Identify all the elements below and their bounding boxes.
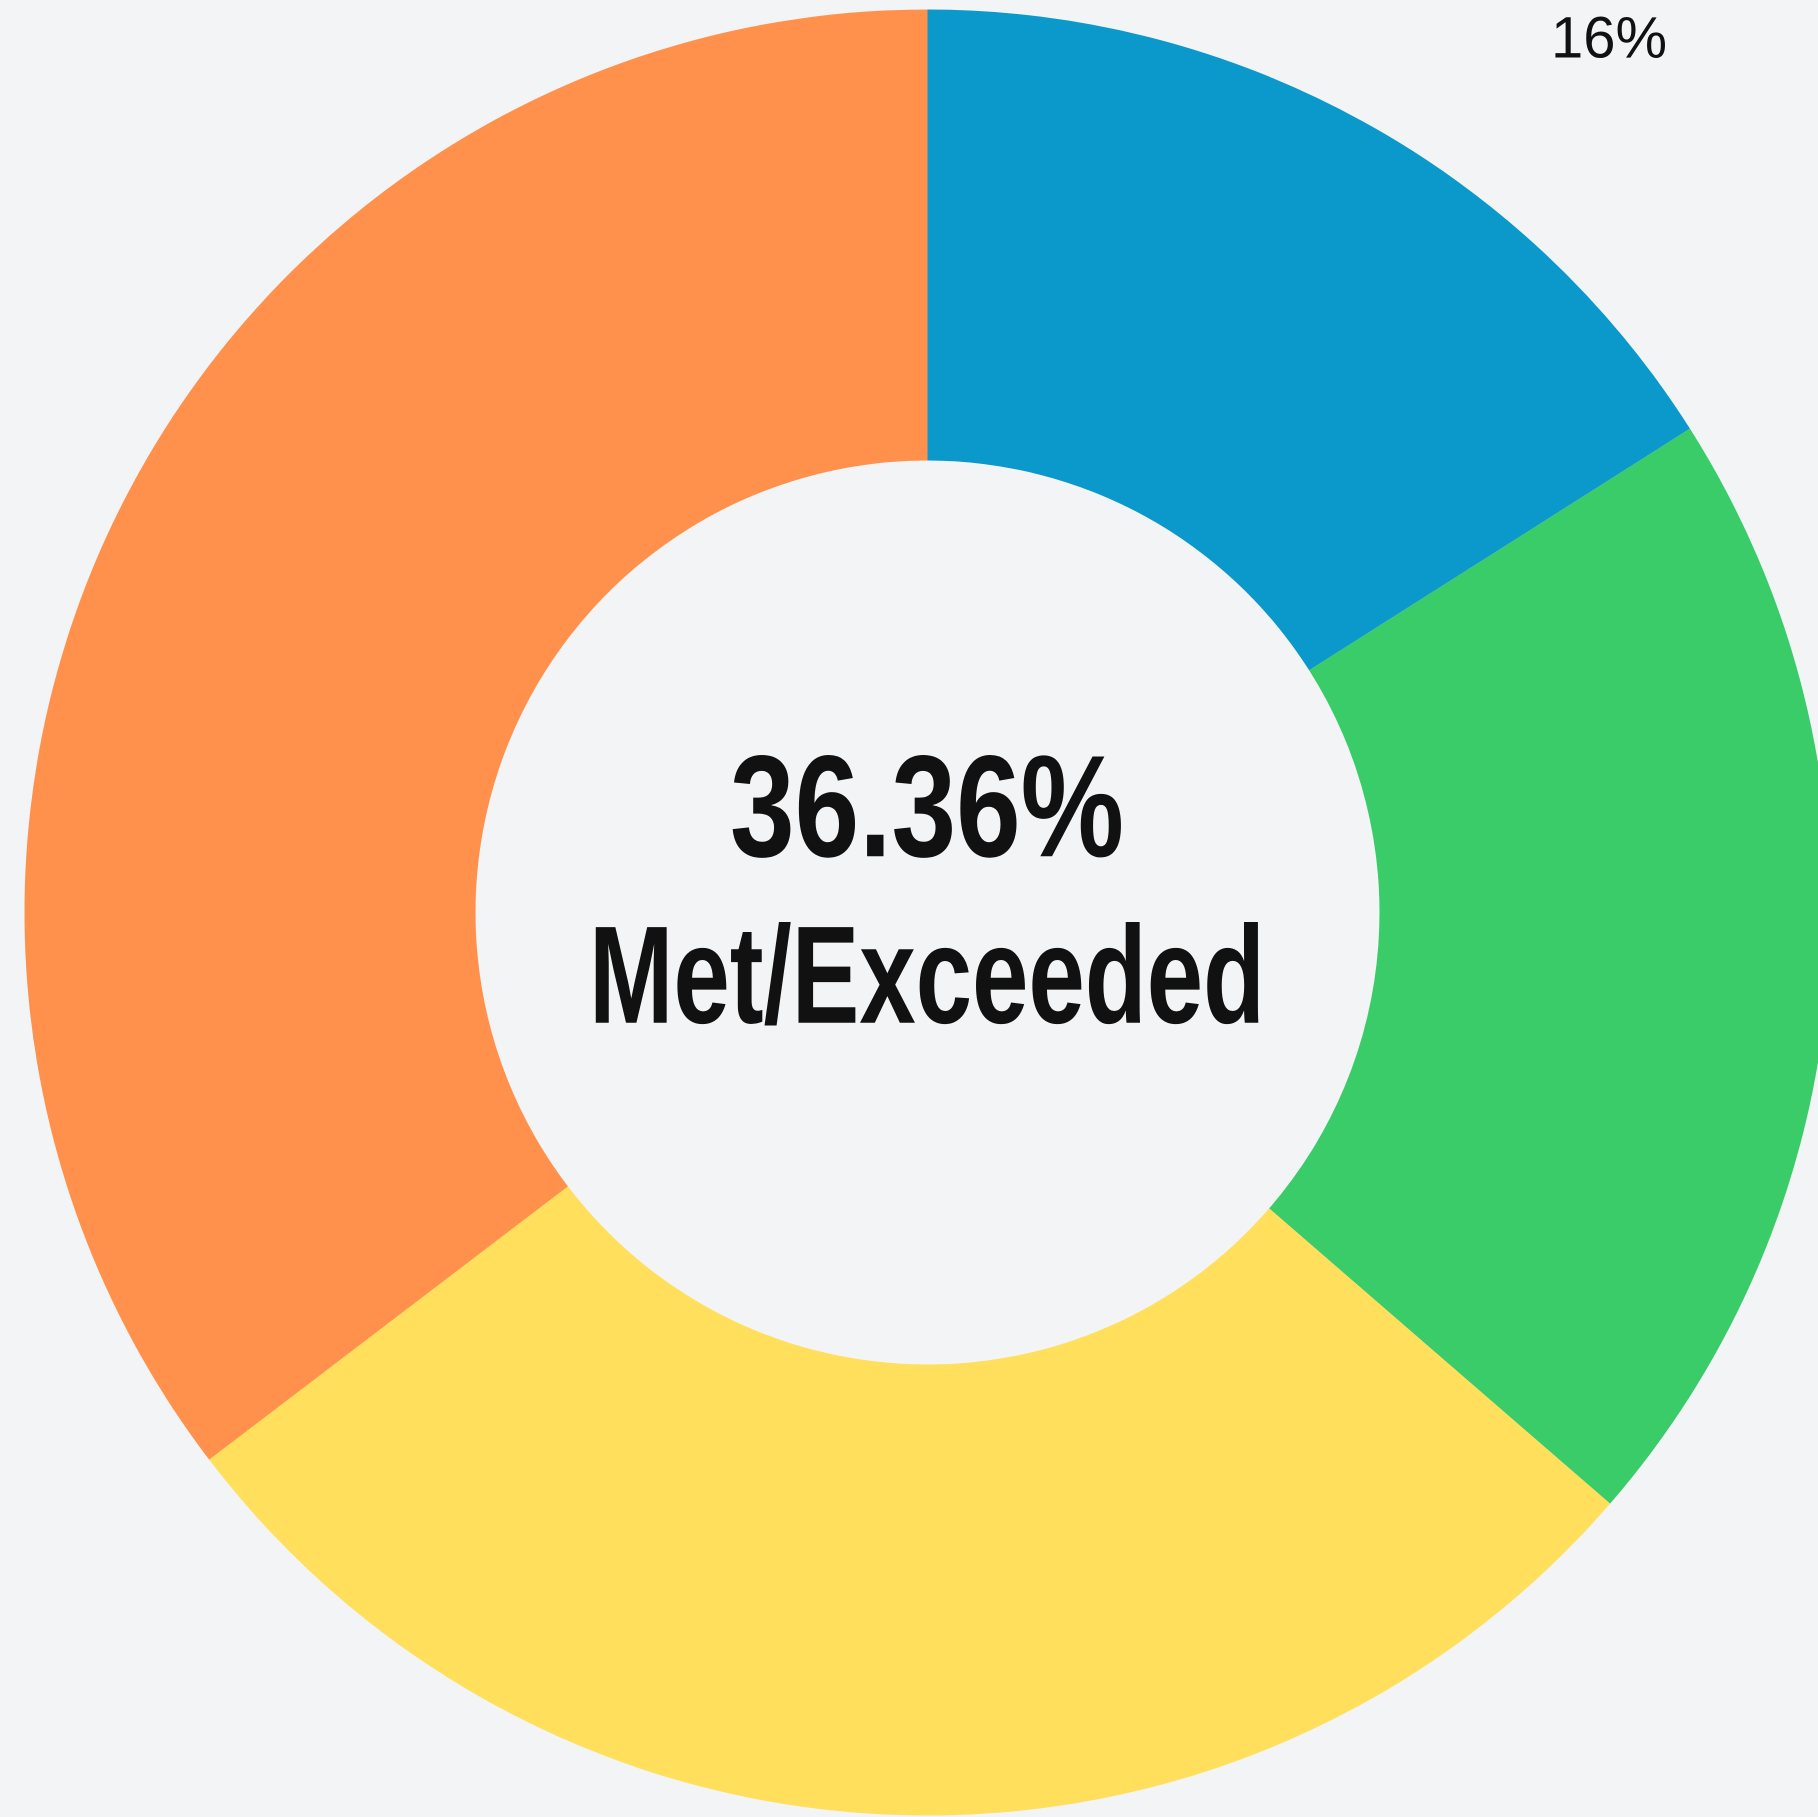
center-value: 36.36% <box>730 725 1124 887</box>
donut-segment <box>927 9 1690 671</box>
data-label: 16% <box>1551 5 1667 70</box>
donut <box>24 9 1818 1816</box>
donut-segment <box>1269 428 1818 1504</box>
center-label: Met/Exceeded <box>589 898 1265 1053</box>
donut-segment <box>209 1186 1611 1816</box>
donut-segment <box>24 9 928 1460</box>
